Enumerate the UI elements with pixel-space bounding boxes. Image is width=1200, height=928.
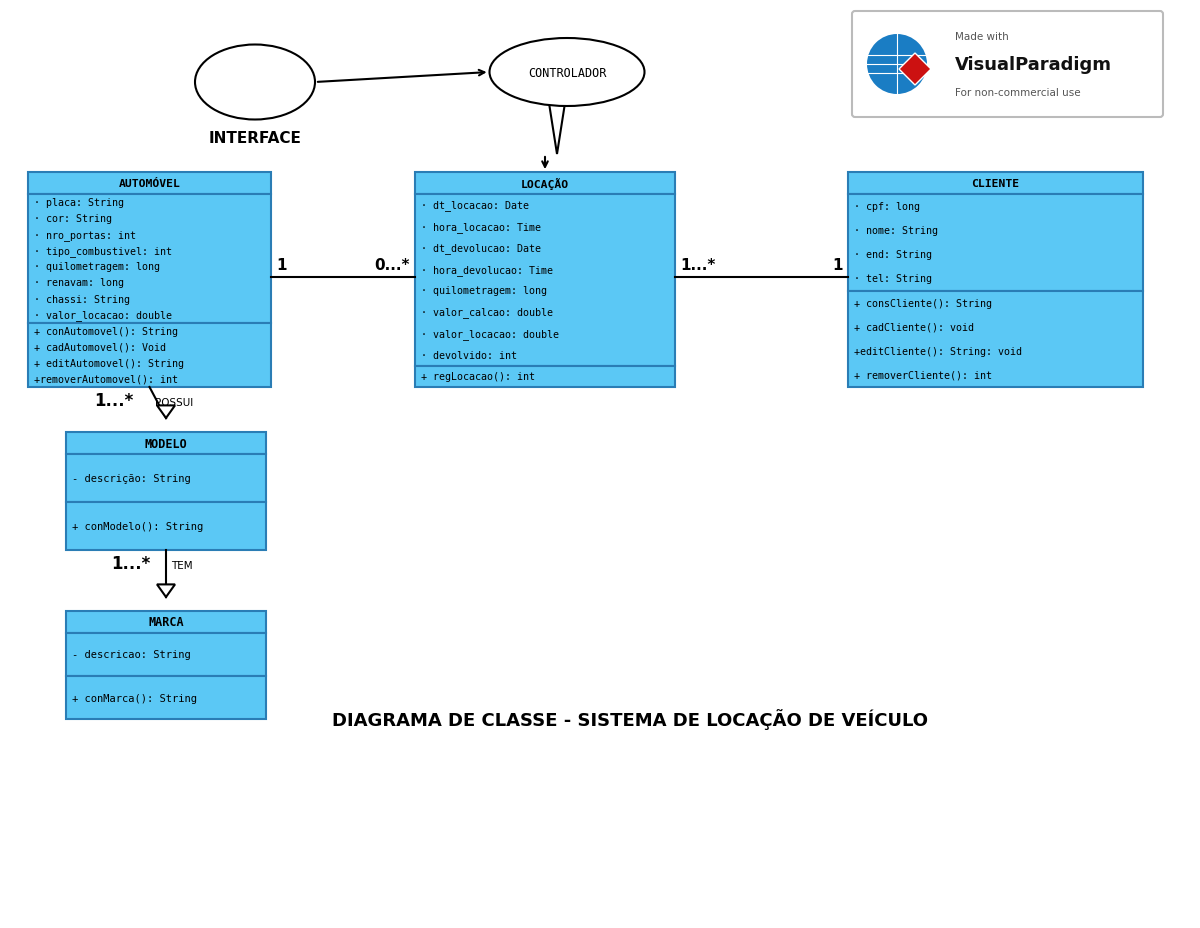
Polygon shape — [550, 104, 565, 155]
Bar — [415, 195, 674, 367]
Text: - descricao: String: - descricao: String — [72, 650, 191, 660]
Text: CLIENTE: CLIENTE — [972, 179, 1020, 188]
Text: - descrição: String: - descrição: String — [72, 473, 191, 483]
Bar — [415, 173, 674, 195]
Text: · valor_locacao: double: · valor_locacao: double — [421, 329, 559, 340]
Text: Made with: Made with — [955, 32, 1009, 42]
Text: · cpf: long: · cpf: long — [854, 202, 920, 212]
Text: 1: 1 — [833, 258, 842, 273]
Bar — [66, 612, 266, 633]
Ellipse shape — [490, 39, 644, 107]
Text: · dt_devolucao: Date: · dt_devolucao: Date — [421, 243, 541, 253]
Text: · end: String: · end: String — [854, 250, 932, 260]
Text: AUTOMÓVEL: AUTOMÓVEL — [119, 179, 180, 188]
Text: · tipo_combustivel: int: · tipo_combustivel: int — [34, 246, 172, 256]
Bar — [66, 455, 266, 502]
Text: · nome: String: · nome: String — [854, 226, 938, 236]
Text: POSSUI: POSSUI — [155, 397, 193, 407]
Text: For non-commercial use: For non-commercial use — [955, 88, 1081, 97]
Text: · dt_locacao: Date: · dt_locacao: Date — [421, 200, 529, 211]
Text: MODELO: MODELO — [145, 437, 187, 450]
Bar — [66, 633, 266, 677]
Text: · quilometragem: long: · quilometragem: long — [421, 286, 547, 296]
Text: CONTROLADOR: CONTROLADOR — [528, 67, 606, 80]
Bar — [28, 323, 271, 388]
Text: + conMarca(): String: + conMarca(): String — [72, 693, 197, 702]
Text: · placa: String: · placa: String — [34, 198, 124, 208]
Text: + conAutomovel(): String: + conAutomovel(): String — [34, 327, 178, 336]
Bar — [848, 195, 1142, 291]
Text: · tel: String: · tel: String — [854, 274, 932, 284]
Text: · cor: String: · cor: String — [34, 213, 112, 224]
Circle shape — [866, 35, 928, 95]
Bar — [66, 502, 266, 550]
Text: VisualParadigm: VisualParadigm — [955, 56, 1112, 74]
Text: + consCliente(): String: + consCliente(): String — [854, 298, 992, 308]
Text: · valor_locacao: double: · valor_locacao: double — [34, 310, 172, 321]
Bar — [415, 367, 674, 388]
Text: · quilometragem: long: · quilometragem: long — [34, 262, 160, 272]
Bar — [28, 195, 271, 323]
Text: 1...*: 1...* — [95, 392, 133, 409]
Text: + cadCliente(): void: + cadCliente(): void — [854, 322, 974, 332]
Text: + conModelo(): String: + conModelo(): String — [72, 522, 203, 532]
Text: TEM: TEM — [172, 561, 193, 571]
Text: · hora_locacao: Time: · hora_locacao: Time — [421, 222, 541, 232]
Text: + regLocacao(): int: + regLocacao(): int — [421, 372, 535, 381]
Text: DIAGRAMA DE CLASSE - SISTEMA DE LOCAÇÃO DE VEÍCULO: DIAGRAMA DE CLASSE - SISTEMA DE LOCAÇÃO … — [332, 709, 928, 729]
Text: · chassi: String: · chassi: String — [34, 294, 130, 304]
Bar — [28, 173, 271, 195]
Text: 1...*: 1...* — [112, 554, 150, 573]
Polygon shape — [899, 54, 931, 86]
Bar — [848, 291, 1142, 388]
FancyBboxPatch shape — [852, 12, 1163, 118]
Ellipse shape — [194, 45, 314, 121]
Text: · nro_portas: int: · nro_portas: int — [34, 229, 136, 240]
Text: + editAutomovel(): String: + editAutomovel(): String — [34, 358, 184, 368]
Text: + removerCliente(): int: + removerCliente(): int — [854, 370, 992, 380]
Bar — [66, 677, 266, 719]
Text: +removerAutomovel(): int: +removerAutomovel(): int — [34, 375, 178, 384]
Text: + cadAutomovel(): Void: + cadAutomovel(): Void — [34, 342, 166, 353]
Text: · renavam: long: · renavam: long — [34, 278, 124, 289]
Polygon shape — [157, 585, 175, 598]
Bar — [848, 173, 1142, 195]
Text: 1...*: 1...* — [680, 258, 715, 273]
Polygon shape — [157, 406, 175, 419]
Text: +editCliente(): String: void: +editCliente(): String: void — [854, 346, 1022, 356]
Text: 0...*: 0...* — [374, 258, 410, 273]
Bar — [66, 432, 266, 455]
Text: · valor_calcao: double: · valor_calcao: double — [421, 307, 553, 318]
Text: · hora_devolucao: Time: · hora_devolucao: Time — [421, 264, 553, 276]
Text: · devolvido: int: · devolvido: int — [421, 351, 517, 360]
Text: LOCAÇÃO: LOCAÇÃO — [521, 178, 569, 190]
Text: 1: 1 — [276, 258, 287, 273]
Text: MARCA: MARCA — [148, 616, 184, 629]
Text: INTERFACE: INTERFACE — [209, 130, 301, 146]
